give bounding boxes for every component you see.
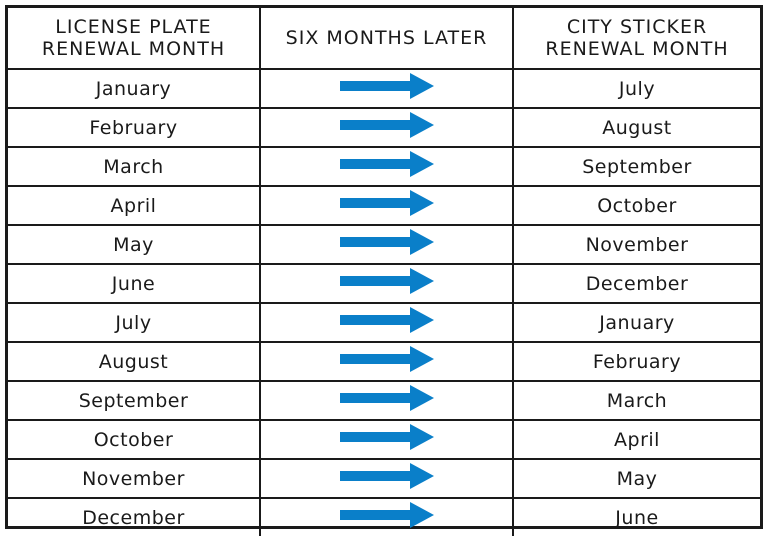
- arrow-cell: [259, 68, 514, 109]
- right-arrow-icon: [339, 424, 434, 455]
- city-sticker-month-cell: February: [512, 341, 760, 382]
- city-sticker-month-cell: May: [512, 458, 760, 499]
- header-license-plate-renewal-month: LICENSE PLATE RENEWAL MONTH: [8, 8, 261, 70]
- city-sticker-month-cell: November: [512, 224, 760, 265]
- header-col3-line2: RENEWAL MONTH: [545, 38, 729, 60]
- right-arrow-icon: [339, 346, 434, 377]
- city-sticker-month-cell: September: [512, 146, 760, 187]
- license-plate-month-cell: July: [8, 302, 261, 343]
- city-sticker-month-cell: April: [512, 419, 760, 460]
- right-arrow-icon: [339, 229, 434, 260]
- city-sticker-month-cell: June: [512, 497, 760, 536]
- table-row: June December: [8, 263, 760, 304]
- license-plate-month-cell: February: [8, 107, 261, 148]
- table-row: March September: [8, 146, 760, 187]
- renewal-table: LICENSE PLATE RENEWAL MONTH SIX MONTHS L…: [8, 8, 760, 536]
- table-row: February August: [8, 107, 760, 148]
- right-arrow-icon: [339, 385, 434, 416]
- header-col2: SIX MONTHS LATER: [285, 27, 488, 49]
- city-sticker-month-cell: January: [512, 302, 760, 343]
- right-arrow-icon: [339, 307, 434, 338]
- arrow-cell: [259, 419, 514, 460]
- arrow-cell: [259, 341, 514, 382]
- table-row: November May: [8, 458, 760, 499]
- right-arrow-icon: [339, 112, 434, 143]
- arrow-cell: [259, 497, 514, 536]
- header-col1-line2: RENEWAL MONTH: [41, 38, 226, 60]
- right-arrow-icon: [339, 502, 434, 533]
- right-arrow-icon: [339, 190, 434, 221]
- license-plate-month-cell: December: [8, 497, 261, 536]
- arrow-cell: [259, 146, 514, 187]
- table-row: December June: [8, 497, 760, 536]
- license-plate-month-cell: October: [8, 419, 261, 460]
- table-row: October April: [8, 419, 760, 460]
- table-row: May November: [8, 224, 760, 265]
- license-plate-month-cell: June: [8, 263, 261, 304]
- city-sticker-month-cell: October: [512, 185, 760, 226]
- table-row: August February: [8, 341, 760, 382]
- arrow-cell: [259, 224, 514, 265]
- right-arrow-icon: [339, 268, 434, 299]
- arrow-cell: [259, 302, 514, 343]
- arrow-cell: [259, 380, 514, 421]
- license-plate-month-cell: September: [8, 380, 261, 421]
- table-row: September March: [8, 380, 760, 421]
- table-row: July January: [8, 302, 760, 343]
- header-row: LICENSE PLATE RENEWAL MONTH SIX MONTHS L…: [8, 8, 760, 70]
- license-plate-month-cell: April: [8, 185, 261, 226]
- city-sticker-month-cell: July: [512, 68, 760, 109]
- right-arrow-icon: [339, 151, 434, 182]
- header-city-sticker-renewal-month: CITY STICKER RENEWAL MONTH: [512, 8, 760, 70]
- right-arrow-icon: [339, 463, 434, 494]
- license-plate-month-cell: August: [8, 341, 261, 382]
- license-plate-month-cell: January: [8, 68, 261, 109]
- license-plate-month-cell: May: [8, 224, 261, 265]
- arrow-cell: [259, 458, 514, 499]
- arrow-cell: [259, 107, 514, 148]
- table-row: April October: [8, 185, 760, 226]
- arrow-cell: [259, 263, 514, 304]
- city-sticker-month-cell: August: [512, 107, 760, 148]
- license-plate-month-cell: November: [8, 458, 261, 499]
- table-row: January July: [8, 68, 760, 109]
- license-plate-month-cell: March: [8, 146, 261, 187]
- city-sticker-month-cell: March: [512, 380, 760, 421]
- renewal-table-frame: LICENSE PLATE RENEWAL MONTH SIX MONTHS L…: [5, 5, 763, 536]
- arrow-cell: [259, 185, 514, 226]
- header-six-months-later: SIX MONTHS LATER: [259, 8, 514, 70]
- city-sticker-month-cell: December: [512, 263, 760, 304]
- header-col3-line1: CITY STICKER: [566, 16, 708, 38]
- right-arrow-icon: [339, 73, 434, 104]
- header-col1-line1: LICENSE PLATE: [55, 16, 212, 38]
